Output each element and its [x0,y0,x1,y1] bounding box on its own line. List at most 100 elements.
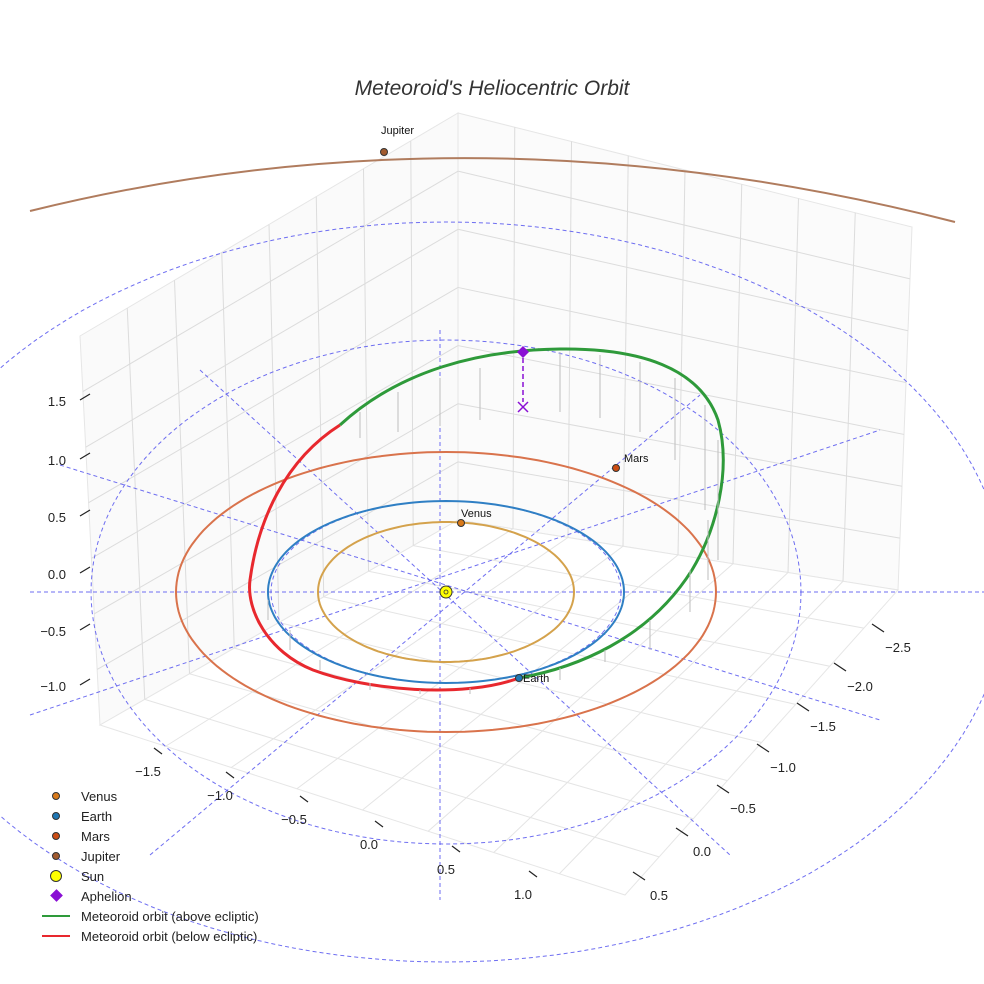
sun-marker-icon [50,870,62,882]
jupiter-marker-icon [52,852,60,860]
axis-ticks: −1.0 −0.5 0.0 0.5 1.0 1.5 −1.5 −1.0 −0.5 0.0 0.5 1.… [40,393,911,903]
grid-line [91,345,459,559]
orbit-below-line-icon [42,935,70,937]
grid-line [174,280,190,674]
z-tick [79,452,91,460]
orbit-above-ecliptic [338,347,725,680]
legend-item-sun[interactable]: Sun [40,866,259,886]
orbit-mars [174,450,717,734]
markers: Venus Earth Mars Jupiter [380,125,649,685]
grid-line [493,572,789,853]
z-tick-label: 0.0 [48,567,66,582]
orbit-above-line-icon [42,915,70,917]
chart-title: Meteoroid's Heliocentric Orbit [355,77,631,100]
earth-marker [515,674,523,682]
y-tick [756,743,770,753]
reference-spoke [29,429,881,716]
legend-item-mars[interactable]: Mars [40,826,259,846]
z-tick [79,566,91,574]
grid-line [85,228,459,448]
x-tick-label: 0.0 [360,837,378,852]
y-tick-label: 0.5 [650,888,668,903]
y-tick-label: −1.0 [770,760,796,775]
legend-item-aphelion[interactable]: Aphelion [40,886,259,906]
x-tick-label: −1.5 [135,764,161,779]
axis-panes [79,112,913,896]
jupiter-label: Jupiter [381,125,414,137]
grid-line [677,169,686,556]
legend-item-orbit-below[interactable]: Meteoroid orbit (below ecliptic) [40,926,259,946]
aphelion-projection-marker [517,401,529,413]
grid-line [94,403,459,615]
grid-line [567,141,572,538]
sun-core [443,589,449,595]
earth-marker-icon [52,812,60,820]
z-tick-label: −0.5 [40,624,66,639]
grid-line [842,212,856,582]
venus-marker [457,519,465,527]
x-tick-label: 0.5 [437,862,455,877]
grid-line [410,140,414,546]
venus-marker-icon [52,792,60,800]
grid-line [268,224,280,623]
y-tick [716,784,730,794]
z-tick [79,623,91,631]
orbit-earth [266,499,625,685]
x-tick [528,870,538,878]
reference-spoke [199,369,731,856]
meteoroid-orbit [248,347,725,694]
grid-line [363,168,369,572]
mars-marker-icon [52,832,60,840]
grid-line [126,308,146,700]
legend-item-jupiter[interactable]: Jupiter [40,846,259,866]
legend-item-orbit-above[interactable]: Meteoroid orbit (above ecliptic) [40,906,259,926]
grid-line [512,127,516,529]
grid-line [88,286,459,504]
grid-line [413,545,864,629]
z-tick-label: −1.0 [40,679,66,694]
grid-line [457,286,907,384]
grid-line [457,228,909,332]
reference-circle [0,221,984,963]
y-tick-label: −2.0 [847,679,873,694]
grid-line [427,563,734,832]
grid-line [221,252,235,649]
reference-spoke [59,464,881,721]
grid-line [457,403,903,487]
legend-item-earth[interactable]: Earth [40,806,259,826]
x-tick [225,771,235,779]
grid-lines [82,127,911,875]
z-tick [79,678,91,686]
grid-line [362,554,679,811]
y-tick-label: 0.0 [693,844,711,859]
legend-item-venus[interactable]: Venus [40,786,259,806]
grid-line [787,198,799,573]
orbit-venus [316,521,575,663]
grid-line [457,345,905,435]
floor-pane [98,519,899,896]
earth-label: Earth [523,673,549,685]
aphelion-diamond-icon [50,889,63,902]
grid-line [559,580,844,875]
x-tick-label: 1.0 [514,887,532,902]
legend: Venus Earth Mars Jupiter Sun Aphelion Me… [40,786,259,946]
jupiter-marker [380,148,388,156]
grid-line [323,596,796,705]
grid-line [315,196,325,597]
z-tick-label: 1.0 [48,453,66,468]
grid-line [732,184,743,564]
x-tick [153,747,163,755]
x-tick [451,845,461,853]
y-tick [871,623,885,633]
x-tick [299,795,309,803]
grid-line [96,461,459,670]
y-tick [632,871,646,881]
grid-line [82,170,459,393]
venus-label: Venus [461,508,492,520]
grid-line [622,155,629,547]
y-tick-label: −0.5 [730,801,756,816]
orbit-below-ecliptic [248,423,520,692]
y-tick [796,702,810,712]
mars-marker [612,464,620,472]
